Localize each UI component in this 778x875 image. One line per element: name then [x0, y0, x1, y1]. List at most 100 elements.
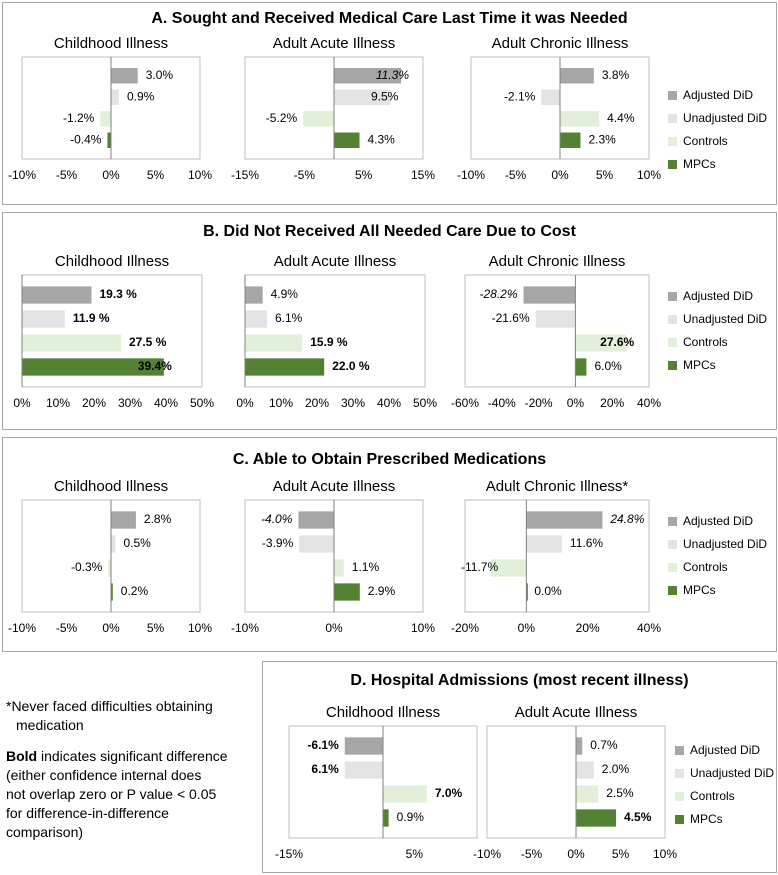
legend-item: MPCs [668, 157, 716, 171]
legend-swatch [668, 91, 677, 101]
section-title: B. Did Not Received All Needed Care Due … [203, 223, 576, 240]
footnote-line: (either confidence internal does [6, 767, 202, 783]
bar-adjusted-did [576, 737, 583, 755]
data-label: 19.3 % [99, 287, 137, 301]
data-label: -2.1% [504, 89, 536, 103]
bar-chart: 0.7% 2.0% 2.5% 4.5% -10% -5% 0% 5% 10% [473, 725, 677, 861]
bar-chart: 3.0% 0.9% -1.2% -0.4% -10% -5% 0% 5% 10% [8, 56, 212, 182]
legend-item: Controls [668, 560, 728, 574]
plot-frame [464, 499, 650, 613]
data-label: 15.9 % [310, 335, 348, 349]
data-label: 0.9% [127, 89, 155, 103]
bar-mpcs [107, 132, 111, 148]
bar-adjusted-did [526, 511, 603, 529]
data-label: 2.3% [588, 132, 616, 146]
panel-title: Childhood Illness [53, 478, 169, 495]
panel-title: Adult Chronic Illness [488, 253, 626, 270]
bar-chart: -28.2% -21.6% 27.6% 6.0% -60% -40% -20% 0% 20% 40… [451, 274, 661, 410]
legend-item: Adjusted DiD [668, 88, 753, 102]
panel-title: Childhood Illness [325, 704, 441, 721]
legend-label: Unadjusted DiD [683, 111, 768, 125]
footnote-line: medication [16, 717, 84, 733]
bar-unadjusted-did [526, 535, 562, 553]
tick-label: 15% [411, 168, 435, 182]
legend-label: Controls [683, 560, 728, 574]
data-label: 0.2% [121, 584, 149, 598]
bar-chart: 2.8% 0.5% -0.3% 0.2% -10% -5% 0% 5% 10% [8, 499, 212, 635]
chart-panel: Childhood Illness 3.0% 0.9% -1.2% -0.4% -10% -… [8, 35, 212, 185]
bar-mpcs [576, 809, 617, 827]
bar-adjusted-did [334, 68, 402, 84]
tick-label: -5% [294, 168, 316, 182]
tick-label: 10% [188, 168, 212, 182]
bar-mpcs [526, 583, 528, 601]
data-label: 3.0% [146, 68, 174, 82]
panel-title: Childhood Illness [54, 253, 170, 270]
bar-unadjusted-did [576, 761, 594, 779]
data-label: 11.6% [570, 536, 603, 550]
footnote-line: not overlap zero or P value < 0.05 [6, 786, 217, 802]
bar-adjusted-did [245, 286, 263, 304]
legend-label: Controls [683, 335, 728, 349]
tick-label: 0% [518, 621, 536, 635]
bar-controls [560, 111, 600, 127]
bar-mpcs [111, 583, 113, 601]
bar-adjusted-did [22, 286, 92, 304]
bar-adjusted-did [111, 68, 138, 84]
data-label: -1.2% [63, 111, 95, 125]
legend-item: MPCs [675, 812, 723, 826]
bold-word: Bold [6, 748, 38, 764]
bar-mpcs [22, 358, 164, 376]
section-d: D. Hospital Admissions (most recent illn… [262, 661, 777, 873]
tick-label: -60% [451, 396, 479, 410]
legend-item: Controls [668, 134, 728, 148]
data-label: 4.5% [624, 810, 652, 824]
bar-unadjusted-did [22, 310, 65, 328]
data-label: -0.3% [71, 560, 103, 574]
data-label: -28.2% [479, 287, 517, 301]
bar-mpcs [334, 132, 360, 148]
data-label: 2.0% [602, 762, 630, 776]
legend-item: Controls [675, 789, 735, 803]
panel-title: Adult Acute Illness [273, 253, 397, 270]
data-label: 0.0% [534, 584, 562, 598]
bar-chart: 24.8% 11.6% -11.7% 0.0% -20% 0% 20% 40% [451, 499, 661, 635]
data-label: 24.8% [609, 512, 644, 526]
section-title: A. Sought and Received Medical Care Last… [151, 10, 628, 27]
legend-swatch [668, 361, 677, 371]
tick-label: 0% [102, 168, 120, 182]
legend-label: MPCs [690, 812, 723, 826]
tick-label: 0% [13, 396, 31, 410]
bar-controls [100, 111, 111, 127]
legend-item: Unadjusted DiD [668, 111, 767, 125]
tick-label: -5% [505, 168, 527, 182]
tick-label: -15% [275, 847, 303, 861]
tick-label: -15% [231, 168, 259, 182]
chart-panel: Adult Acute Illness -4.0% -3.9% 1.1% 2.9% -10… [231, 478, 435, 638]
bar-controls [22, 334, 121, 352]
footnote-line: Bold indicates significant difference [6, 748, 228, 764]
legend-swatch [668, 137, 677, 147]
tick-label: 0% [325, 621, 343, 635]
bar-chart: 3.8% -2.1% 4.4% 2.3% -10% -5% 0% 5% 10% [457, 56, 661, 182]
tick-label: -10% [8, 168, 36, 182]
section-b: B. Did Not Received All Needed Care Due … [2, 212, 777, 430]
tick-label: 5% [406, 847, 424, 861]
bar-adjusted-did [523, 286, 576, 304]
chart-panel: Childhood Illness -6.1% 6.1% 7.0% 0.9% -15% 5% [275, 704, 483, 864]
tick-label: -10% [231, 621, 259, 635]
legend-label: MPCs [683, 358, 716, 372]
tick-label: 10% [269, 396, 293, 410]
panel-title: Adult Acute Illness [514, 704, 638, 721]
tick-label: 50% [190, 396, 214, 410]
legend-label: Adjusted DiD [683, 289, 754, 303]
bar-controls [383, 785, 427, 803]
bar-controls [334, 559, 344, 577]
tick-label: -10% [457, 168, 485, 182]
legend-swatch [668, 160, 677, 170]
bar-mpcs [383, 809, 389, 827]
legend-swatch [668, 563, 677, 573]
legend-label: Controls [683, 134, 728, 148]
tick-label: 0% [551, 168, 569, 182]
legend-label: Unadjusted DiD [683, 537, 768, 551]
